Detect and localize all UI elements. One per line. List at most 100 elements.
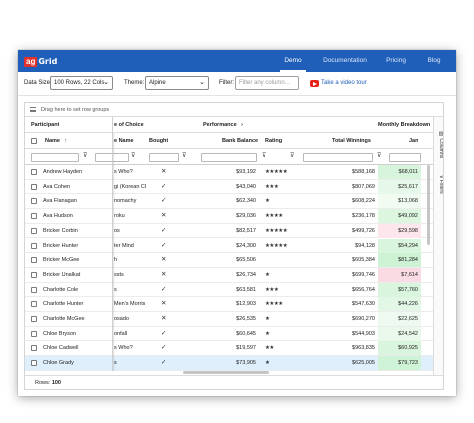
column-header-game-name[interactable]: e Name (114, 138, 134, 144)
grid-body: Andrew Hayden s Who? ✕ $93,192 ★★★★★ $588,168… (25, 165, 433, 371)
row-checkbox[interactable] (31, 227, 37, 234)
table-row[interactable]: Andrew Hayden s Who? ✕ $93,192 ★★★★★ $588,168… (25, 165, 433, 180)
column-header-name[interactable]: Name ↑ (45, 133, 67, 149)
table-row[interactable]: Chloe Cadwell s Who? ✓ $19,597 ★★ $963,835 $60… (25, 341, 433, 357)
check-icon: ✓ (161, 285, 167, 293)
row-checkbox[interactable] (31, 213, 37, 220)
table-row[interactable]: Bricker McGee h ✕ $65,506 $605,384 $81,284 (25, 253, 433, 268)
filter-icon[interactable]: ⊽ (290, 153, 295, 159)
nav-link-demo[interactable]: Demo (280, 50, 306, 72)
row-checkbox[interactable] (31, 316, 37, 322)
table-row[interactable]: Ava Cohen gi (Korean Che... ✓ $43,040 ★★★ $80… (25, 179, 433, 195)
columns-tab[interactable]: ▥ Columns (436, 131, 444, 158)
table-row[interactable]: Ava Hudson roku ✕ $29,036 ★★★★ $236,178 $49,09… (25, 209, 433, 224)
table-row[interactable]: Charlotte Cole s ✓ $63,581 ★★★ $656,764 $57,76… (25, 282, 433, 298)
row-checkbox[interactable] (31, 271, 37, 278)
vertical-scrollbar[interactable] (427, 165, 430, 245)
cell-jan: $29,598 (378, 223, 421, 238)
row-checkbox[interactable] (31, 345, 37, 352)
row-checkbox[interactable] (31, 286, 37, 293)
theme-label: Theme: (124, 80, 145, 86)
jan-filter-input[interactable] (389, 153, 421, 162)
columns-icon: ▥ (438, 131, 444, 139)
row-checkbox[interactable] (31, 242, 37, 249)
row-checkbox[interactable] (31, 257, 37, 264)
table-row[interactable]: Charlotte McGee osado ✕ $26,535 ★ $690,270 $22… (25, 312, 433, 327)
chevron-down-icon: ⌄ (199, 79, 205, 86)
theme-select[interactable]: Alpine ⌄ (145, 76, 209, 90)
cell-rating-stars: ★ (265, 330, 270, 337)
cell-total-winnings: $656,764 (352, 286, 375, 293)
table-row[interactable]: Ava Flanagan nomachy ✓ $62,340 ★ $608,224 $13,… (25, 194, 433, 210)
row-checkbox[interactable] (31, 183, 37, 190)
group-header-participant[interactable]: Participant (31, 122, 60, 128)
cell-jan: $49,092 (378, 209, 421, 224)
name-filter-input[interactable] (31, 153, 79, 162)
data-size-value: 100 Rows, 22 Cols (54, 80, 105, 86)
row-checkbox[interactable] (31, 360, 37, 367)
cell-rating-stars: ★ (265, 198, 270, 205)
cell-name: Ava Hudson (43, 213, 73, 220)
filter-icon[interactable]: ⊽ (83, 153, 88, 159)
column-header-jan[interactable]: Jan (409, 138, 419, 144)
cell-game-name: gi (Korean Che... (114, 183, 146, 190)
table-row[interactable]: Chloe Grady s ✓ $73,905 ★ $625,005 $79,723 (25, 356, 433, 371)
check-icon: ✓ (161, 329, 167, 337)
cell-game-name: ssts (114, 271, 124, 278)
column-header-bought[interactable]: Bought (149, 138, 169, 144)
group-header-performance[interactable]: Performance › (203, 117, 243, 133)
cell-name: Chloe Cadwell (43, 345, 79, 352)
table-row[interactable]: Chloe Bryson onfall ✓ $60,645 ★ $544,903 $24,5… (25, 326, 433, 342)
nav-link-blog[interactable]: Blog (427, 57, 441, 64)
row-checkbox[interactable] (31, 330, 37, 337)
cell-rating-stars: ★ (265, 360, 270, 367)
logo-mark: ag (24, 56, 38, 67)
cell-jan: $24,542 (378, 326, 421, 341)
filter-icon[interactable]: ⊽ (131, 153, 136, 159)
bought-filter-input[interactable] (149, 153, 179, 162)
cell-jan: $57,760 (378, 282, 421, 297)
row-group-panel[interactable]: Drag here to set row groups (25, 103, 443, 117)
youtube-icon[interactable] (310, 80, 319, 87)
cell-bank-balance: $12,903 (236, 301, 256, 308)
filters-tab[interactable]: ⊽ Filters (436, 175, 443, 194)
row-checkbox[interactable] (31, 169, 37, 175)
table-row[interactable]: Bricker Hunter ter Mind ✓ $24,300 ★★★★★ $94,1… (25, 238, 433, 254)
ag-grid-logo[interactable]: ag Grid (24, 56, 57, 67)
table-row[interactable]: Bricker Corbin os ✓ $82,517 ★★★★★ $499,726 $29… (25, 223, 433, 239)
column-header-bank-balance[interactable]: Bank Balance (222, 138, 259, 144)
video-tour-link[interactable]: Take a video tour (321, 80, 367, 86)
row-checkbox[interactable] (31, 301, 37, 308)
group-header-monthly-breakdown[interactable]: Monthly Breakdown (378, 122, 431, 128)
filter-icon[interactable]: ⊽ (182, 153, 187, 159)
nav-link-pricing[interactable]: Pricing (386, 57, 406, 64)
balance-filter-input[interactable] (201, 153, 257, 162)
data-size-select[interactable]: 100 Rows, 22 Cols ⌄ (50, 76, 113, 90)
cell-name: Chloe Grady (43, 360, 74, 367)
table-row[interactable]: Bricker Unalkat ssts ✕ $26,734 ★ $699,746 $7,6… (25, 267, 433, 283)
cell-bank-balance: $43,040 (236, 183, 256, 190)
cell-jan: $68,011 (378, 165, 421, 179)
filter-input[interactable]: Filter any column... (235, 76, 299, 90)
column-header-rating[interactable]: Rating (265, 138, 283, 144)
cell-name: Charlotte Cole (43, 286, 79, 293)
filter-icon[interactable]: ⊽ (377, 153, 382, 159)
filter-icon[interactable]: ⊽ (262, 153, 268, 160)
cell-total-winnings: $547,630 (352, 301, 375, 308)
cell-jan: $25,617 (378, 179, 421, 194)
nav-link-documentation[interactable]: Documentation (323, 57, 367, 64)
horizontal-scrollbar[interactable] (183, 371, 269, 374)
cell-rating-stars: ★ (265, 316, 270, 322)
cell-bank-balance: $82,517 (236, 227, 256, 234)
column-group-header-row: Participant e of Choice Performance › Mo… (25, 117, 433, 133)
row-checkbox[interactable] (31, 198, 37, 205)
select-all-checkbox[interactable] (31, 138, 37, 144)
logo-text: Grid (38, 57, 58, 66)
winnings-filter-input[interactable] (303, 153, 373, 162)
column-header-total-winnings[interactable]: Total Winnings (332, 138, 371, 144)
cell-name: Bricker Unalkat (43, 271, 81, 278)
table-row[interactable]: Charlotte Hunter Men's Morris ✕ $12,903 ★★★★… (25, 297, 433, 312)
group-header-game-of-choice[interactable]: e of Choice (114, 122, 144, 128)
check-icon: ✓ (161, 197, 167, 205)
rows-count-value: 100 (51, 380, 61, 386)
